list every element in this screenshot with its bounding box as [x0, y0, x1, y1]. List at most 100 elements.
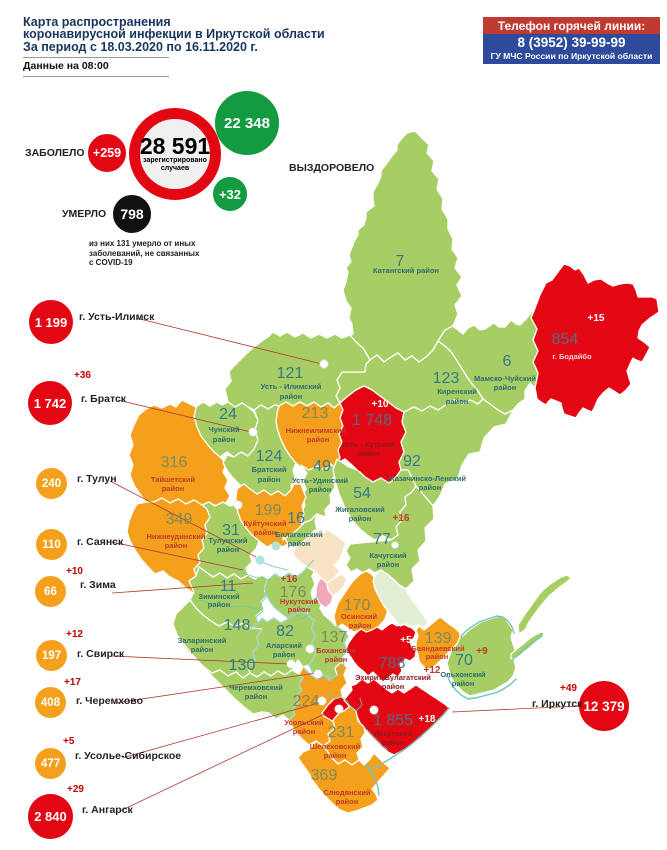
svg-text:123: 123: [433, 370, 460, 387]
svg-text:район: район: [377, 560, 399, 569]
svg-text:район: район: [245, 692, 267, 701]
svg-text:район: район: [213, 435, 235, 444]
svg-text:70: 70: [455, 652, 473, 669]
svg-text:Нукутский: Нукутский: [280, 597, 319, 606]
svg-text:11: 11: [220, 578, 237, 595]
svg-text:1 748: 1 748: [352, 412, 392, 429]
svg-text:район: район: [280, 392, 302, 401]
svg-text:район: район: [293, 727, 315, 736]
svg-text:176: 176: [280, 584, 307, 601]
svg-text:район: район: [165, 541, 187, 550]
svg-text:316: 316: [161, 454, 188, 471]
svg-text:130: 130: [229, 657, 256, 674]
svg-text:16: 16: [287, 510, 305, 527]
svg-text:Жигаловский: Жигаловский: [334, 505, 385, 514]
svg-text:Куйтунский: Куйтунский: [243, 519, 286, 528]
svg-text:район: район: [258, 475, 280, 484]
svg-text:Качугский: Качугский: [369, 551, 407, 560]
svg-text:Заларинский: Заларинский: [178, 636, 227, 645]
svg-text:район: район: [419, 483, 441, 492]
svg-text:137: 137: [321, 629, 348, 646]
svg-text:Аларский: Аларский: [266, 641, 302, 650]
svg-text:район: район: [357, 449, 379, 458]
svg-text:Усть - Кутский: Усть - Кутский: [342, 440, 395, 449]
svg-text:788: 788: [379, 655, 406, 672]
svg-text:31: 31: [222, 522, 240, 539]
svg-text:Осинский: Осинский: [341, 612, 378, 621]
svg-text:район: район: [191, 645, 213, 654]
svg-text:район: район: [325, 655, 347, 664]
svg-text:Балаганский: Балаганский: [275, 530, 323, 539]
svg-text:213: 213: [302, 405, 329, 422]
svg-text:район: район: [254, 528, 276, 537]
svg-text:район: район: [208, 600, 230, 609]
svg-text:Зиминский: Зиминский: [198, 592, 240, 601]
svg-text:район: район: [288, 605, 310, 614]
svg-text:Шелеховский: Шелеховский: [310, 742, 361, 751]
svg-text:170: 170: [344, 597, 371, 614]
svg-text:+9: +9: [476, 646, 488, 657]
svg-text:район: район: [273, 650, 295, 659]
svg-text:район: район: [382, 738, 404, 747]
svg-text:82: 82: [276, 623, 294, 640]
svg-text:Иркутский: Иркутский: [374, 729, 413, 738]
svg-text:Эхирит-Булагатский: Эхирит-Булагатский: [355, 673, 431, 682]
svg-text:район: район: [349, 514, 371, 523]
svg-text:район: район: [494, 383, 516, 392]
svg-text:Усть–Удинский: Усть–Удинский: [292, 476, 348, 485]
svg-text:район: район: [324, 751, 346, 760]
svg-text:Ольхонский: Ольхонский: [440, 670, 486, 679]
svg-text:Катангский район: Катангский район: [373, 266, 439, 275]
svg-text:349: 349: [166, 511, 193, 528]
svg-text:121: 121: [277, 365, 304, 382]
svg-text:+16: +16: [281, 574, 298, 585]
svg-text:139: 139: [425, 630, 452, 647]
svg-text:224: 224: [293, 693, 320, 710]
svg-text:Казачинско-Ленский: Казачинско-Ленский: [390, 474, 466, 483]
svg-text:Нижнеудинский: Нижнеудинский: [147, 532, 206, 541]
svg-text:24: 24: [219, 406, 237, 423]
svg-text:854: 854: [552, 331, 579, 348]
svg-text:район: район: [309, 485, 331, 494]
svg-text:Тайшетский: Тайшетский: [151, 475, 196, 484]
svg-text:район: район: [382, 682, 404, 691]
svg-text:54: 54: [353, 485, 371, 502]
svg-text:77: 77: [373, 531, 391, 548]
svg-text:369: 369: [311, 767, 338, 784]
svg-text:Нижнеилимский: Нижнеилимский: [286, 426, 347, 435]
svg-text:92: 92: [403, 453, 421, 470]
svg-text:Усть - Илимский: Усть - Илимский: [261, 382, 322, 391]
svg-text:+16: +16: [393, 513, 410, 524]
svg-text:Боханский: Боханский: [316, 646, 356, 655]
svg-text:6: 6: [503, 353, 512, 370]
svg-text:Черемховский: Черемховский: [229, 683, 283, 692]
svg-text:район: район: [217, 545, 239, 554]
svg-text:район: район: [288, 539, 310, 548]
svg-text:район: район: [336, 797, 358, 806]
svg-text:148: 148: [224, 617, 251, 634]
svg-text:+18: +18: [419, 714, 436, 725]
svg-text:район: район: [446, 397, 468, 406]
svg-text:район: район: [452, 679, 474, 688]
svg-text:Братский: Братский: [252, 465, 287, 474]
svg-text:Мамско-Чуйский: Мамско-Чуйский: [474, 374, 536, 383]
svg-text:район: район: [307, 435, 329, 444]
svg-text:Киренский: Киренский: [437, 387, 477, 396]
svg-text:район: район: [349, 621, 371, 630]
svg-text:1 855: 1 855: [373, 712, 413, 729]
svg-text:район: район: [426, 652, 448, 661]
svg-text:49: 49: [313, 458, 331, 475]
svg-text:Баяндаевский: Баяндаевский: [411, 644, 465, 653]
svg-text:124: 124: [256, 448, 283, 465]
svg-text:199: 199: [255, 502, 282, 519]
svg-text:г. Бодайбо: г. Бодайбо: [552, 352, 592, 361]
svg-text:Чунский: Чунский: [208, 425, 240, 434]
svg-text:231: 231: [328, 724, 355, 741]
svg-text:Слюдянский: Слюдянский: [323, 788, 371, 797]
svg-text:Тулунский: Тулунский: [209, 536, 248, 545]
svg-text:Усольский: Усольский: [284, 718, 324, 727]
svg-text:+12: +12: [424, 665, 441, 676]
svg-text:район: район: [162, 484, 184, 493]
svg-text:+15: +15: [588, 313, 605, 324]
svg-text:7: 7: [396, 253, 405, 270]
